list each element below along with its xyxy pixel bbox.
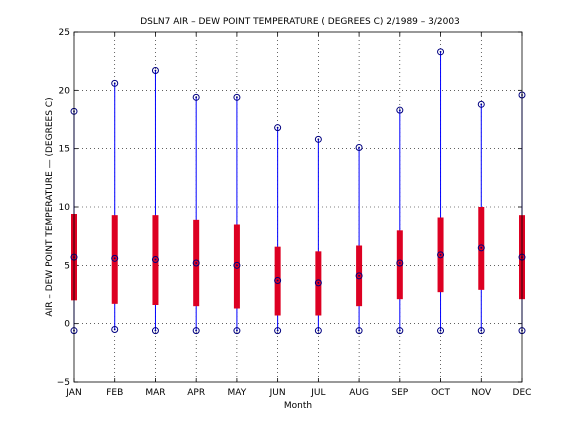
min-marker bbox=[477, 327, 485, 335]
median-marker bbox=[192, 259, 200, 267]
max-marker bbox=[355, 144, 363, 151]
min-marker bbox=[314, 327, 322, 335]
min-marker bbox=[233, 327, 241, 335]
max-marker bbox=[151, 67, 159, 74]
y-tick-label: 15 bbox=[59, 145, 70, 155]
x-tick-labels: JAN FEB MAR APR MAY JUN JUL AUG SEP OCT NOV DEC bbox=[65, 388, 531, 398]
median-marker-dot bbox=[358, 274, 360, 277]
min-marker-dot bbox=[398, 329, 401, 332]
median-marker-dot bbox=[317, 281, 320, 284]
y-axis-label: AIR – DEW POINT TEMPERATURE — (DEGREES C… bbox=[45, 97, 55, 316]
max-marker-dot bbox=[439, 50, 442, 53]
x-tick-label: FEB bbox=[106, 388, 123, 398]
min-marker-dot bbox=[154, 329, 157, 332]
median-marker-dot bbox=[195, 262, 198, 264]
min-marker-dot bbox=[195, 329, 198, 332]
median-marker-dot bbox=[276, 279, 279, 282]
iqr-box bbox=[233, 224, 240, 309]
max-marker-dot bbox=[317, 138, 320, 141]
max-marker bbox=[477, 100, 485, 108]
x-tick-label: SEP bbox=[391, 388, 408, 398]
y-tick-label: 10 bbox=[59, 203, 71, 213]
max-marker-dot bbox=[480, 103, 483, 106]
x-tick-label: MAY bbox=[228, 388, 247, 398]
x-tick-label: JUN bbox=[269, 388, 286, 398]
min-marker-dot bbox=[113, 328, 116, 331]
max-marker-dot bbox=[113, 82, 116, 85]
max-marker bbox=[274, 124, 282, 132]
min-marker bbox=[111, 326, 119, 333]
max-marker bbox=[192, 93, 200, 101]
median-marker-dot bbox=[398, 262, 401, 264]
median-marker-dot bbox=[154, 258, 157, 261]
max-marker bbox=[437, 48, 445, 56]
min-marker-dot bbox=[439, 329, 442, 332]
median-marker bbox=[477, 244, 485, 252]
max-marker bbox=[396, 106, 404, 114]
median-marker bbox=[314, 279, 322, 287]
max-marker-dot bbox=[154, 69, 157, 72]
median-marker bbox=[396, 259, 404, 267]
min-marker bbox=[151, 327, 159, 335]
x-tick-label: AUG bbox=[349, 388, 369, 398]
max-marker-dot bbox=[398, 109, 401, 112]
median-marker-dot bbox=[439, 253, 442, 256]
max-marker-dot bbox=[276, 126, 279, 129]
min-marker-dot bbox=[358, 329, 360, 332]
min-marker-dot bbox=[236, 329, 238, 332]
max-marker-dot bbox=[236, 96, 238, 99]
median-marker bbox=[111, 254, 119, 262]
x-tick-label: DEC bbox=[513, 388, 532, 398]
x-tick-label: OCT bbox=[431, 388, 450, 398]
min-marker-dot bbox=[276, 329, 279, 332]
plot-frame bbox=[73, 31, 523, 383]
min-marker bbox=[437, 327, 445, 335]
x-tick-label: APR bbox=[187, 388, 205, 398]
y-tick-label: 20 bbox=[59, 86, 71, 96]
x-axis-label: Month bbox=[284, 401, 312, 411]
max-marker bbox=[233, 93, 241, 101]
median-marker bbox=[437, 251, 445, 259]
median-marker bbox=[151, 256, 159, 263]
iqr-box bbox=[396, 230, 403, 300]
median-marker-dot bbox=[113, 257, 116, 260]
median-marker bbox=[233, 261, 241, 269]
y-tick-label: −5 bbox=[57, 378, 70, 388]
median-marker bbox=[355, 272, 363, 280]
y-tick-label: 0 bbox=[64, 320, 70, 330]
median-marker bbox=[274, 277, 282, 284]
max-marker-dot bbox=[358, 146, 360, 149]
x-tick-label: NOV bbox=[471, 388, 492, 398]
median-marker-dot bbox=[236, 264, 238, 267]
min-marker bbox=[355, 327, 363, 335]
y-tick-label: 25 bbox=[59, 28, 70, 38]
max-marker bbox=[111, 79, 119, 87]
chart-title: DSLN7 AIR – DEW POINT TEMPERATURE ( DEGR… bbox=[140, 17, 460, 27]
x-tick-label: JUL bbox=[310, 388, 325, 398]
y-tick-label: 5 bbox=[64, 261, 70, 271]
iqr-box bbox=[111, 215, 118, 304]
max-marker bbox=[314, 135, 322, 143]
x-tick-label: JAN bbox=[65, 388, 81, 398]
min-marker-dot bbox=[480, 329, 483, 332]
min-marker bbox=[192, 327, 200, 335]
min-marker-dot bbox=[317, 329, 320, 332]
median-marker-dot bbox=[480, 246, 483, 249]
min-marker bbox=[396, 327, 404, 335]
x-tick-label: MAR bbox=[145, 388, 165, 398]
y-tick-labels: −5 0 5 10 15 20 25 bbox=[57, 28, 71, 388]
max-marker-dot bbox=[195, 96, 198, 99]
min-marker bbox=[274, 327, 282, 335]
